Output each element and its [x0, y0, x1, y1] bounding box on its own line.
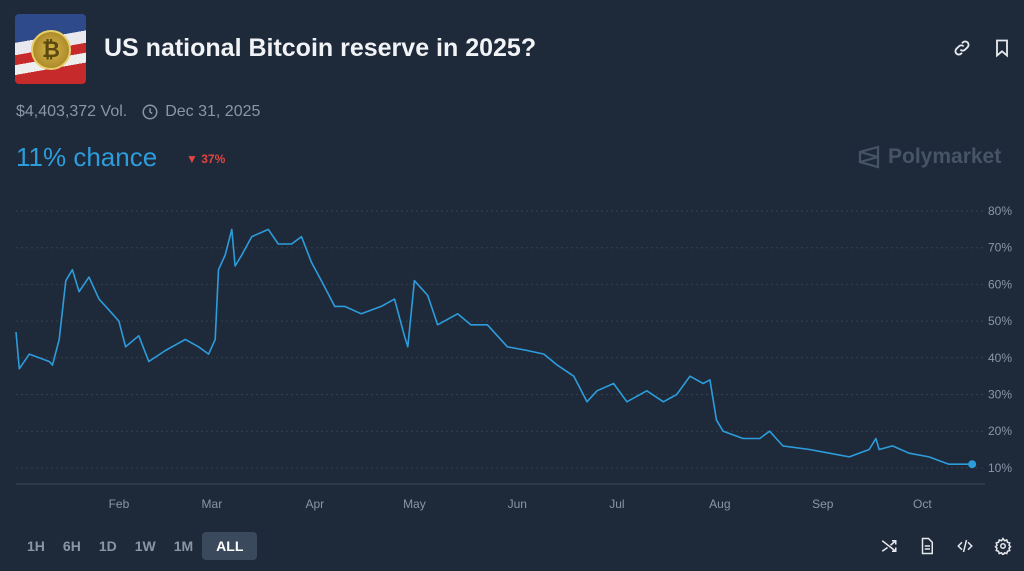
- bitcoin-icon: ₿: [31, 30, 71, 70]
- x-tick-label: Feb: [109, 497, 130, 511]
- x-tick-label: Oct: [913, 497, 932, 511]
- range-1d[interactable]: 1D: [98, 538, 117, 554]
- chance-value: 11% chance: [16, 142, 158, 172]
- x-tick-label: Jun: [508, 497, 527, 511]
- polymarket-logo: Polymarket: [858, 145, 1001, 169]
- polymarket-icon: [858, 145, 880, 169]
- range-6h[interactable]: 6H: [62, 538, 81, 554]
- x-tick-label: Mar: [202, 497, 223, 511]
- range-1h[interactable]: 1H: [27, 538, 45, 554]
- x-tick-label: Sep: [812, 497, 834, 511]
- series-line: [15, 228, 973, 466]
- end-date: Dec 31, 2025: [165, 103, 261, 120]
- embed-code-icon[interactable]: [956, 537, 974, 555]
- down-triangle-icon: ▼: [186, 152, 198, 166]
- x-tick-label: Aug: [709, 497, 730, 511]
- clock-icon: [142, 104, 158, 120]
- x-tick-label: Apr: [305, 497, 324, 511]
- x-tick-label: Jul: [609, 497, 624, 511]
- y-tick-label: 50%: [988, 314, 1012, 328]
- volume: $4,403,372 Vol.: [16, 103, 128, 120]
- y-tick-label: 80%: [988, 204, 1012, 218]
- range-1w[interactable]: 1W: [134, 538, 156, 554]
- page-title: US national Bitcoin reserve in 2025?: [104, 34, 537, 62]
- range-1m[interactable]: 1M: [173, 538, 194, 554]
- y-tick-label: 20%: [988, 424, 1012, 438]
- shuffle-icon[interactable]: [880, 537, 898, 555]
- bookmark-icon[interactable]: [992, 38, 1012, 58]
- market-thumbnail: ₿: [15, 14, 86, 84]
- last-point-marker: [968, 460, 977, 469]
- document-icon[interactable]: [918, 537, 936, 555]
- y-tick-label: 30%: [988, 388, 1012, 402]
- settings-gear-icon[interactable]: [994, 537, 1012, 555]
- change-badge: ▼ 37%: [186, 152, 226, 166]
- price-chart: 10% 20% 30% 40% 50% 60% 70% 80% Feb Mar Apr May Jun J…: [15, 204, 1012, 511]
- y-tick-label: 60%: [988, 277, 1012, 291]
- x-tick-label: May: [403, 497, 426, 511]
- range-all[interactable]: ALL: [202, 532, 258, 560]
- y-tick-label: 70%: [988, 241, 1012, 255]
- y-tick-label: 40%: [988, 351, 1012, 365]
- link-icon[interactable]: [952, 38, 972, 58]
- y-tick-label: 10%: [988, 461, 1012, 475]
